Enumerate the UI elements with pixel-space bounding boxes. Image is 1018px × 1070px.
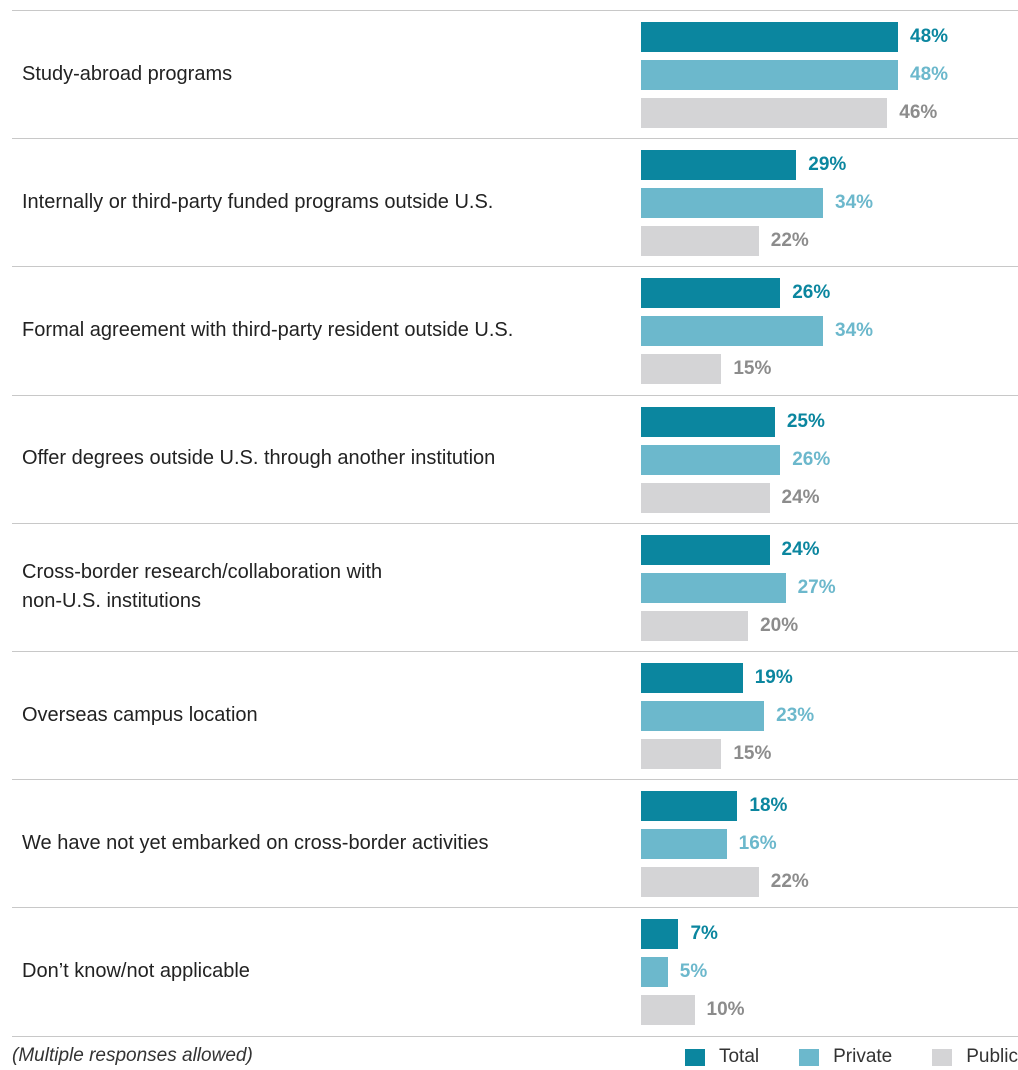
bar-total bbox=[641, 791, 738, 822]
data-label-public: 10% bbox=[706, 999, 745, 1021]
bar-private bbox=[641, 572, 786, 603]
footnote: (Multiple responses allowed) bbox=[12, 1045, 253, 1066]
divider bbox=[12, 522, 1018, 524]
bar-private bbox=[641, 444, 781, 475]
bar-private bbox=[641, 829, 727, 860]
data-label-private: 23% bbox=[776, 705, 815, 726]
divider bbox=[12, 1035, 1018, 1037]
legend-label: Public bbox=[966, 1046, 1018, 1067]
data-label-total: 7% bbox=[690, 923, 718, 945]
bar-private bbox=[641, 701, 765, 731]
divider bbox=[12, 651, 1018, 652]
data-label-public: 24% bbox=[781, 486, 820, 508]
bar-private bbox=[641, 188, 824, 219]
bar-total bbox=[641, 534, 770, 565]
legend-item-total: Total bbox=[684, 1046, 760, 1068]
bar-public bbox=[641, 867, 759, 898]
category-label: Internally or third-party funded program… bbox=[22, 190, 494, 213]
data-label-public: 46% bbox=[899, 102, 938, 123]
bar-total bbox=[641, 919, 679, 950]
category-label: Formal agreement with third-party reside… bbox=[22, 318, 514, 341]
legend-swatch bbox=[932, 1048, 953, 1066]
data-label-private: 34% bbox=[835, 192, 874, 214]
data-label-total: 26% bbox=[792, 282, 831, 304]
data-label-public: 20% bbox=[760, 614, 799, 636]
legend-item-public: Public bbox=[932, 1046, 1018, 1068]
divider bbox=[12, 907, 1018, 909]
data-label-private: 48% bbox=[910, 64, 949, 85]
divider bbox=[12, 394, 1018, 396]
bar-public bbox=[641, 995, 695, 1026]
bar-public bbox=[641, 739, 722, 769]
category-label: Cross-border research/collaboration with… bbox=[22, 560, 383, 612]
data-label-total: 29% bbox=[808, 154, 847, 176]
divider bbox=[12, 10, 1018, 11]
bar-private bbox=[641, 957, 668, 988]
data-label-private: 27% bbox=[797, 576, 836, 598]
data-label-public: 15% bbox=[733, 358, 772, 380]
data-label-public: 15% bbox=[733, 743, 772, 764]
legend-item-private: Private bbox=[799, 1046, 892, 1068]
bar-total bbox=[641, 150, 797, 181]
data-label-total: 18% bbox=[749, 795, 788, 817]
legend-label: Private bbox=[833, 1046, 893, 1067]
data-label-private: 5% bbox=[679, 961, 708, 983]
category-label: Study-abroad programs bbox=[22, 62, 233, 85]
data-label-total: 24% bbox=[781, 538, 820, 560]
data-label-private: 16% bbox=[738, 833, 777, 855]
bar-total bbox=[641, 278, 781, 309]
bar-total bbox=[641, 406, 775, 437]
category-label: Offer degrees outside U.S. through anoth… bbox=[22, 447, 496, 470]
data-label-total: 19% bbox=[754, 667, 793, 688]
data-label-private: 34% bbox=[835, 320, 874, 342]
data-label-public: 22% bbox=[770, 871, 809, 893]
divider bbox=[12, 138, 1018, 140]
legend: Total Private Public bbox=[645, 1045, 1018, 1069]
bar-public bbox=[641, 610, 749, 641]
bar-public bbox=[641, 226, 759, 257]
data-label-private: 26% bbox=[792, 448, 831, 470]
legend-swatch bbox=[799, 1048, 820, 1066]
bar-private bbox=[641, 316, 824, 347]
bar-public bbox=[641, 354, 722, 385]
bar-public bbox=[641, 98, 888, 128]
legend-swatch bbox=[684, 1048, 705, 1066]
legend-label: Total bbox=[718, 1046, 760, 1067]
data-label-total: 25% bbox=[786, 410, 825, 432]
bar-private bbox=[641, 60, 898, 90]
bar-total bbox=[641, 22, 898, 52]
category-label: Overseas campus location bbox=[22, 703, 258, 726]
data-label-public: 22% bbox=[770, 230, 809, 252]
bar-total bbox=[641, 663, 743, 693]
category-label: Don’t know/not applicable bbox=[22, 959, 250, 982]
data-label-total: 48% bbox=[910, 26, 949, 47]
category-label: We have not yet embarked on cross-border… bbox=[22, 831, 489, 854]
divider bbox=[12, 266, 1018, 268]
divider bbox=[12, 779, 1018, 781]
bar-public bbox=[641, 482, 770, 513]
